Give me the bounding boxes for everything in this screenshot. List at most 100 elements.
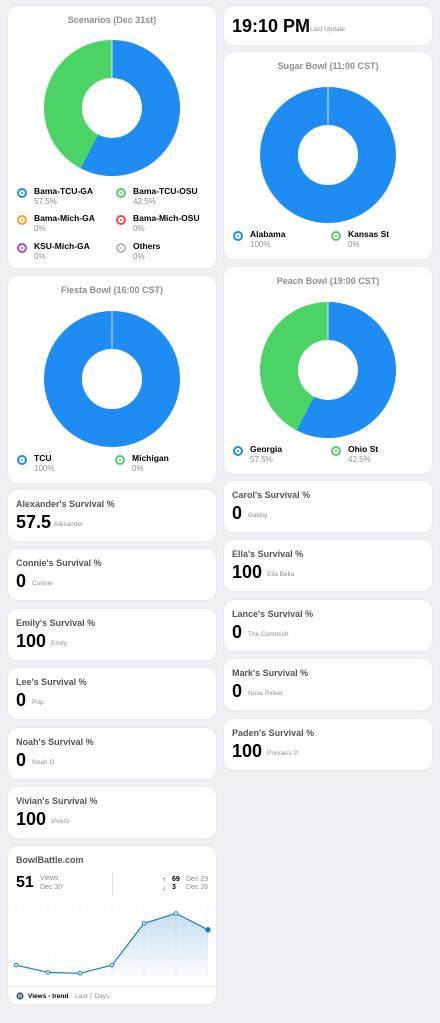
survival-title: Connie's Survival % — [16, 558, 102, 568]
legend-dot-icon — [233, 231, 243, 241]
legend-pct: 0% — [34, 252, 46, 261]
survival-card-paden: Paden's Survival % 100 Princess P — [224, 719, 432, 770]
legend-label: Georgia — [250, 444, 283, 454]
legend-pct: 0% — [34, 224, 46, 233]
survival-card-vivian: Vivian's Survival % 100 Vivers — [8, 787, 216, 838]
fiesta-bowl-donut — [44, 311, 180, 447]
legend-label: KSU-Mich-GA — [34, 241, 90, 251]
data-point — [45, 970, 51, 975]
legend-item: Kansas St 0% — [331, 229, 426, 251]
legend-label: Kansas St — [348, 229, 390, 239]
legend-pct: 0% — [133, 224, 145, 233]
peach-bowl-donut — [260, 302, 396, 438]
legend-label: Alabama — [250, 229, 286, 239]
legend-label: Michigan — [132, 453, 169, 463]
legend-pct: 42.5% — [133, 197, 156, 206]
arrow-down-icon: ↓ — [162, 883, 166, 892]
survival-owner: Ella Bella — [267, 571, 295, 578]
data-point — [173, 911, 179, 916]
survival-owner: Pop — [32, 699, 44, 706]
legend-item: Bama-TCU-GA 57.5% — [17, 186, 112, 208]
low-date: Dec 26 — [186, 884, 209, 891]
data-point — [77, 970, 83, 976]
legend-item: Alabama 100% — [233, 229, 328, 251]
scenarios-card: Scenarios (Dec 31st) Bama-TCU-GA 57.5% B… — [8, 6, 216, 268]
stats-divider — [112, 873, 113, 895]
survival-title: Paden's Survival % — [232, 728, 315, 738]
fiesta-bowl-title: Fiesta Bowl (16:00 CST) — [60, 285, 164, 295]
legend-pct: 100% — [250, 240, 271, 249]
legend-label: Bama-TCU-GA — [34, 186, 94, 196]
legend-pct: 57.5% — [250, 455, 273, 464]
legend-label: Bama-TCU-OSU — [133, 186, 198, 196]
footer-divider — [8, 986, 216, 987]
survival-value: 0 — [232, 622, 243, 642]
legend-dot-icon — [116, 188, 126, 198]
survival-owner: Vivers — [51, 818, 69, 825]
legend-label: Ohio St — [348, 444, 379, 454]
legend-label: Bama-Mich-OSU — [133, 213, 200, 223]
survival-owner: Princess P — [267, 750, 299, 757]
survival-value: 0 — [16, 690, 27, 710]
legend-dot-icon — [116, 215, 126, 225]
views-date: Dec 30 — [40, 884, 63, 891]
legend-label: Bama-Mich-GA — [34, 213, 95, 223]
survival-value: 0 — [232, 503, 243, 523]
legend-item: Michigan 0% — [115, 453, 210, 475]
survival-card-connie: Connie's Survival % 0 Connie — [8, 549, 216, 600]
legend-dot-icon — [17, 215, 27, 225]
legend-pct: 0% — [348, 240, 360, 249]
high-date: Dec 29 — [186, 876, 209, 883]
legend-dot-icon — [115, 455, 125, 465]
legend-item: Others 0% — [116, 241, 211, 263]
fiesta-bowl-card: Fiesta Bowl (16:00 CST) TCU 100% Michiga… — [8, 276, 216, 483]
survival-value: 0 — [232, 681, 243, 701]
legend-dot-icon — [331, 231, 341, 241]
svg-text:W: W — [18, 994, 23, 1000]
legend-pct: 0% — [133, 252, 145, 261]
legend-dot-icon — [17, 243, 27, 253]
data-point — [141, 921, 147, 926]
legend-item: TCU 100% — [17, 453, 112, 475]
survival-title: Carol's Survival % — [232, 490, 311, 500]
sugar-bowl-donut — [260, 87, 396, 223]
survival-owner: Noah G — [32, 759, 55, 766]
legend-label: Others — [133, 241, 161, 251]
site-name[interactable]: BowlBattle.com — [16, 855, 84, 865]
legend-pct: 42.5% — [348, 455, 371, 464]
survival-title: Emily's Survival % — [16, 618, 96, 628]
legend-dot-icon — [331, 446, 341, 456]
data-point — [13, 962, 19, 968]
survival-value: 100 — [16, 809, 47, 829]
survival-title: Ella's Survival % — [232, 549, 304, 559]
survival-card-carol: Carol's Survival % 0 Gabby — [224, 481, 432, 532]
legend-item: KSU-Mich-GA 0% — [17, 241, 112, 263]
legend-pct: 0% — [132, 464, 144, 473]
survival-value: 100 — [16, 631, 47, 651]
footer-label: Views - trend — [28, 993, 69, 1000]
survival-owner: Nose Picker — [248, 690, 284, 697]
survival-value: 100 — [232, 741, 263, 761]
legend-dot-icon — [17, 188, 27, 198]
sugar-bowl-card: Sugar Bowl (11:00 CST) Alabama 100% Kans… — [224, 52, 432, 259]
survival-owner: Alexander — [54, 521, 84, 528]
data-point — [109, 962, 115, 968]
survival-card-noah: Noah's Survival % 0 Noah G — [8, 728, 216, 779]
legend-pct: 57.5% — [34, 197, 57, 206]
survival-value: 57.5 — [16, 512, 52, 532]
legend-dot-icon — [116, 243, 126, 253]
survival-card-ella: Ella's Survival % 100 Ella Bella — [224, 540, 432, 591]
survival-value: 0 — [16, 571, 27, 591]
wordpress-icon: W — [16, 992, 24, 1000]
views-count: 51 — [16, 874, 34, 891]
legend-pct: 100% — [34, 464, 55, 473]
legend-label: TCU — [34, 453, 52, 463]
legend-item: Ohio St 42.5% — [331, 444, 426, 466]
legend-item: Bama-TCU-OSU 42.5% — [116, 186, 211, 208]
survival-card-emily: Emily's Survival % 100 Emily — [8, 609, 216, 660]
survival-owner: The Commish — [248, 631, 289, 638]
survival-title: Mark's Survival % — [232, 668, 309, 678]
survival-value: 100 — [232, 562, 263, 582]
last-update-card: 19:10 PM Last Update — [224, 6, 432, 45]
views-trend-chart — [13, 908, 211, 976]
